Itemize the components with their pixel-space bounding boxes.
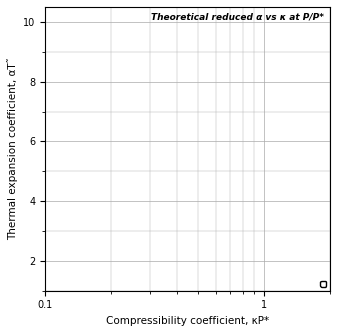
Text: Theoretical reduced α vs κ at P/P*: Theoretical reduced α vs κ at P/P* [151,13,324,22]
Y-axis label: Thermal expansion coefficient, αT˜: Thermal expansion coefficient, αT˜ [7,58,18,240]
Legend:  [320,281,326,287]
X-axis label: Compressibility coefficient, κP*: Compressibility coefficient, κP* [106,316,269,326]
